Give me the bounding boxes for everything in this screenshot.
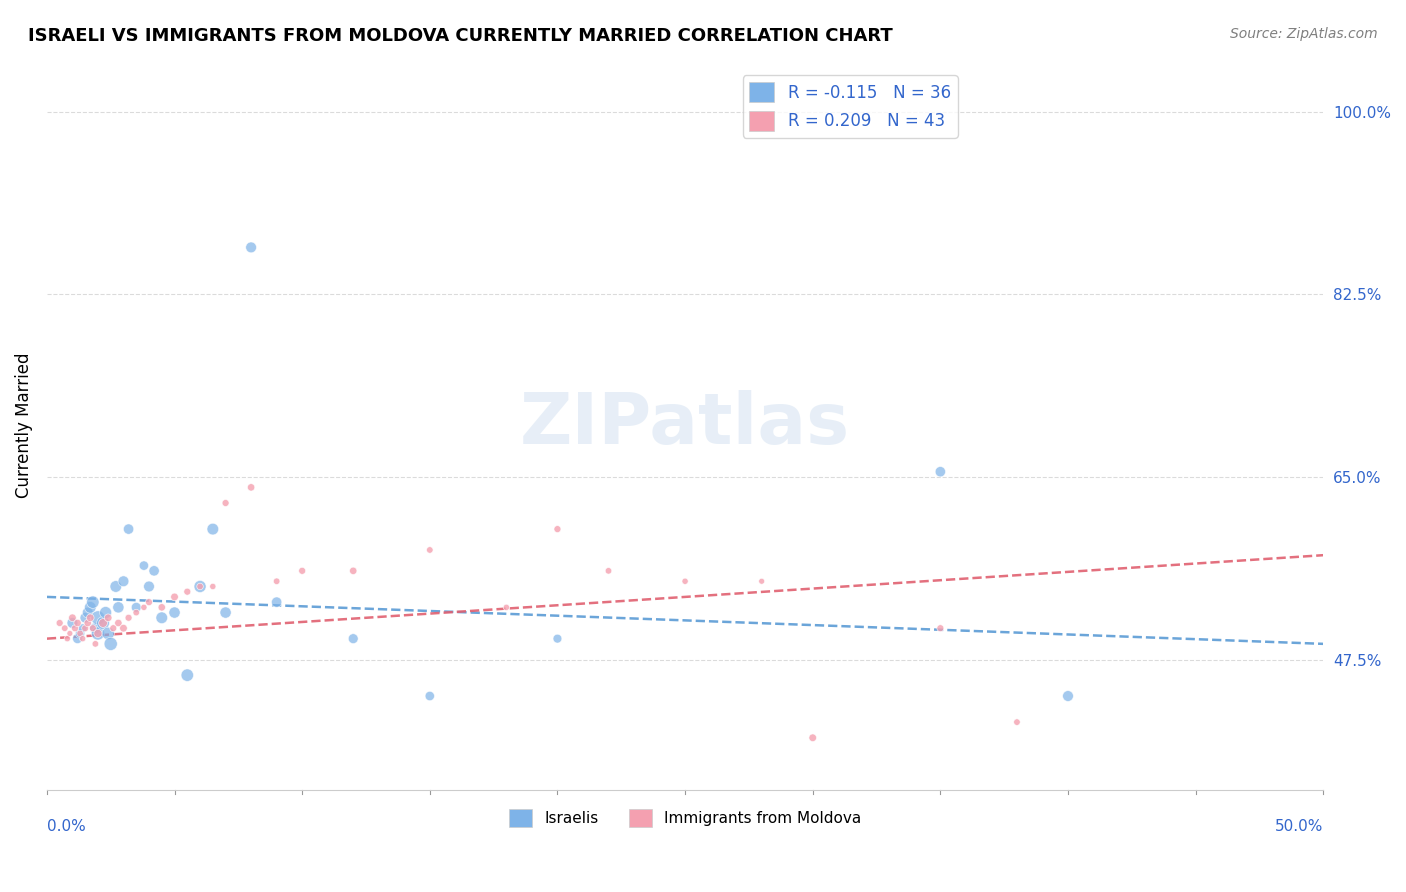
- Point: [201, 579, 224, 593]
- Point: [673, 574, 696, 589]
- Point: [266, 574, 288, 589]
- Point: [56, 632, 79, 646]
- Point: [188, 579, 211, 593]
- Point: [132, 600, 155, 615]
- Point: [91, 615, 114, 630]
- Point: [546, 632, 568, 646]
- Point: [66, 615, 89, 630]
- Point: [214, 496, 236, 510]
- Point: [929, 465, 952, 479]
- Point: [82, 621, 104, 635]
- Point: [342, 632, 364, 646]
- Point: [495, 600, 517, 615]
- Point: [176, 584, 198, 599]
- Point: [62, 615, 84, 630]
- Point: [94, 606, 117, 620]
- Y-axis label: Currently Married: Currently Married: [15, 352, 32, 498]
- Point: [112, 621, 135, 635]
- Point: [87, 626, 110, 640]
- Point: [176, 668, 198, 682]
- Text: ZIPatlas: ZIPatlas: [520, 391, 851, 459]
- Point: [75, 611, 97, 625]
- Point: [138, 579, 160, 593]
- Point: [163, 590, 186, 604]
- Point: [751, 574, 773, 589]
- Point: [342, 564, 364, 578]
- Point: [138, 595, 160, 609]
- Point: [801, 731, 824, 745]
- Point: [546, 522, 568, 536]
- Point: [69, 626, 91, 640]
- Point: [125, 600, 148, 615]
- Point: [1057, 689, 1080, 703]
- Point: [97, 626, 120, 640]
- Point: [87, 611, 110, 625]
- Point: [419, 543, 441, 558]
- Point: [117, 522, 139, 536]
- Point: [103, 621, 125, 635]
- Point: [929, 621, 952, 635]
- Point: [132, 558, 155, 573]
- Point: [84, 621, 107, 635]
- Point: [163, 606, 186, 620]
- Point: [419, 689, 441, 703]
- Point: [266, 595, 288, 609]
- Text: 0.0%: 0.0%: [46, 819, 86, 834]
- Point: [100, 637, 122, 651]
- Point: [53, 621, 76, 635]
- Point: [63, 621, 86, 635]
- Point: [214, 606, 236, 620]
- Point: [240, 240, 263, 254]
- Point: [79, 600, 101, 615]
- Point: [150, 600, 173, 615]
- Point: [76, 606, 98, 620]
- Point: [107, 615, 129, 630]
- Point: [117, 611, 139, 625]
- Point: [91, 615, 114, 630]
- Point: [66, 632, 89, 646]
- Point: [69, 626, 91, 640]
- Point: [87, 626, 110, 640]
- Point: [1005, 715, 1028, 730]
- Point: [84, 637, 107, 651]
- Point: [112, 574, 135, 589]
- Text: Source: ZipAtlas.com: Source: ZipAtlas.com: [1230, 27, 1378, 41]
- Point: [97, 611, 120, 625]
- Point: [291, 564, 314, 578]
- Point: [188, 579, 211, 593]
- Point: [107, 600, 129, 615]
- Point: [240, 480, 263, 494]
- Point: [48, 615, 70, 630]
- Point: [598, 564, 620, 578]
- Point: [62, 611, 84, 625]
- Point: [79, 611, 101, 625]
- Point: [143, 564, 166, 578]
- Text: 50.0%: 50.0%: [1275, 819, 1323, 834]
- Point: [76, 615, 98, 630]
- Point: [150, 611, 173, 625]
- Point: [201, 522, 224, 536]
- Point: [59, 626, 82, 640]
- Text: ISRAELI VS IMMIGRANTS FROM MOLDOVA CURRENTLY MARRIED CORRELATION CHART: ISRAELI VS IMMIGRANTS FROM MOLDOVA CURRE…: [28, 27, 893, 45]
- Point: [72, 632, 94, 646]
- Point: [72, 621, 94, 635]
- Point: [82, 595, 104, 609]
- Point: [104, 579, 127, 593]
- Legend: Israelis, Immigrants from Moldova: Israelis, Immigrants from Moldova: [503, 803, 868, 833]
- Point: [125, 606, 148, 620]
- Point: [75, 621, 97, 635]
